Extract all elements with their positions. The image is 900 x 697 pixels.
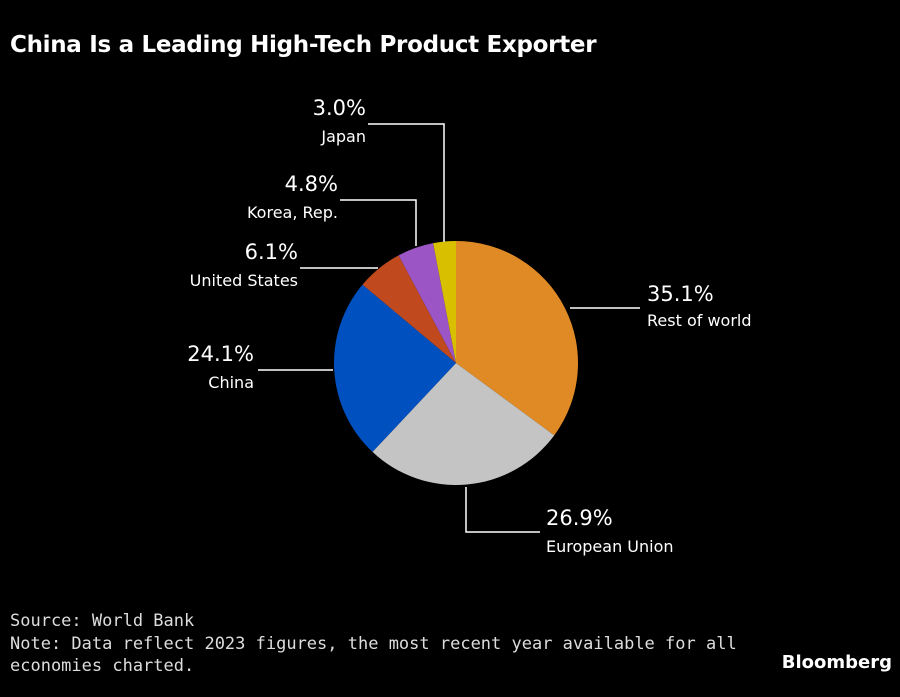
pie-slice-united-states xyxy=(362,255,456,363)
label-value-european-union: 26.9% xyxy=(546,506,613,530)
leader-japan xyxy=(368,123,445,242)
leader-lines xyxy=(258,123,640,533)
label-value-japan: 3.0% xyxy=(312,96,366,120)
pie-slice-japan xyxy=(433,241,456,363)
chart-title: China Is a Leading High-Tech Product Exp… xyxy=(10,32,597,58)
source-note: Source: World Bank xyxy=(10,611,195,631)
bloomberg-logo: Bloomberg xyxy=(781,652,892,673)
footnote-line-1: Note: Data reflect 2023 figures, the mos… xyxy=(10,634,737,654)
leader-european-union xyxy=(465,487,540,533)
footnote-line-2: economies charted. xyxy=(10,656,195,676)
label-value-china: 24.1% xyxy=(187,342,254,366)
label-name-united-states: United States xyxy=(189,271,298,290)
pie-slice-european-union xyxy=(372,363,555,485)
pie-slice-korea-rep xyxy=(398,243,456,363)
label-name-rest-of-world: Rest of world xyxy=(647,311,752,330)
label-value-united-states: 6.1% xyxy=(244,240,298,264)
label-name-korea: Korea, Rep. xyxy=(246,203,338,222)
label-value-rest-of-world: 35.1% xyxy=(647,282,714,306)
pie-slice-rest-of-world xyxy=(456,241,578,436)
label-name-japan: Japan xyxy=(321,127,366,146)
pie-slice-china xyxy=(333,284,456,452)
leader-korea xyxy=(340,199,417,246)
label-name-china: China xyxy=(208,373,254,392)
label-value-korea: 4.8% xyxy=(284,172,338,196)
label-name-european-union: European Union xyxy=(546,537,674,556)
